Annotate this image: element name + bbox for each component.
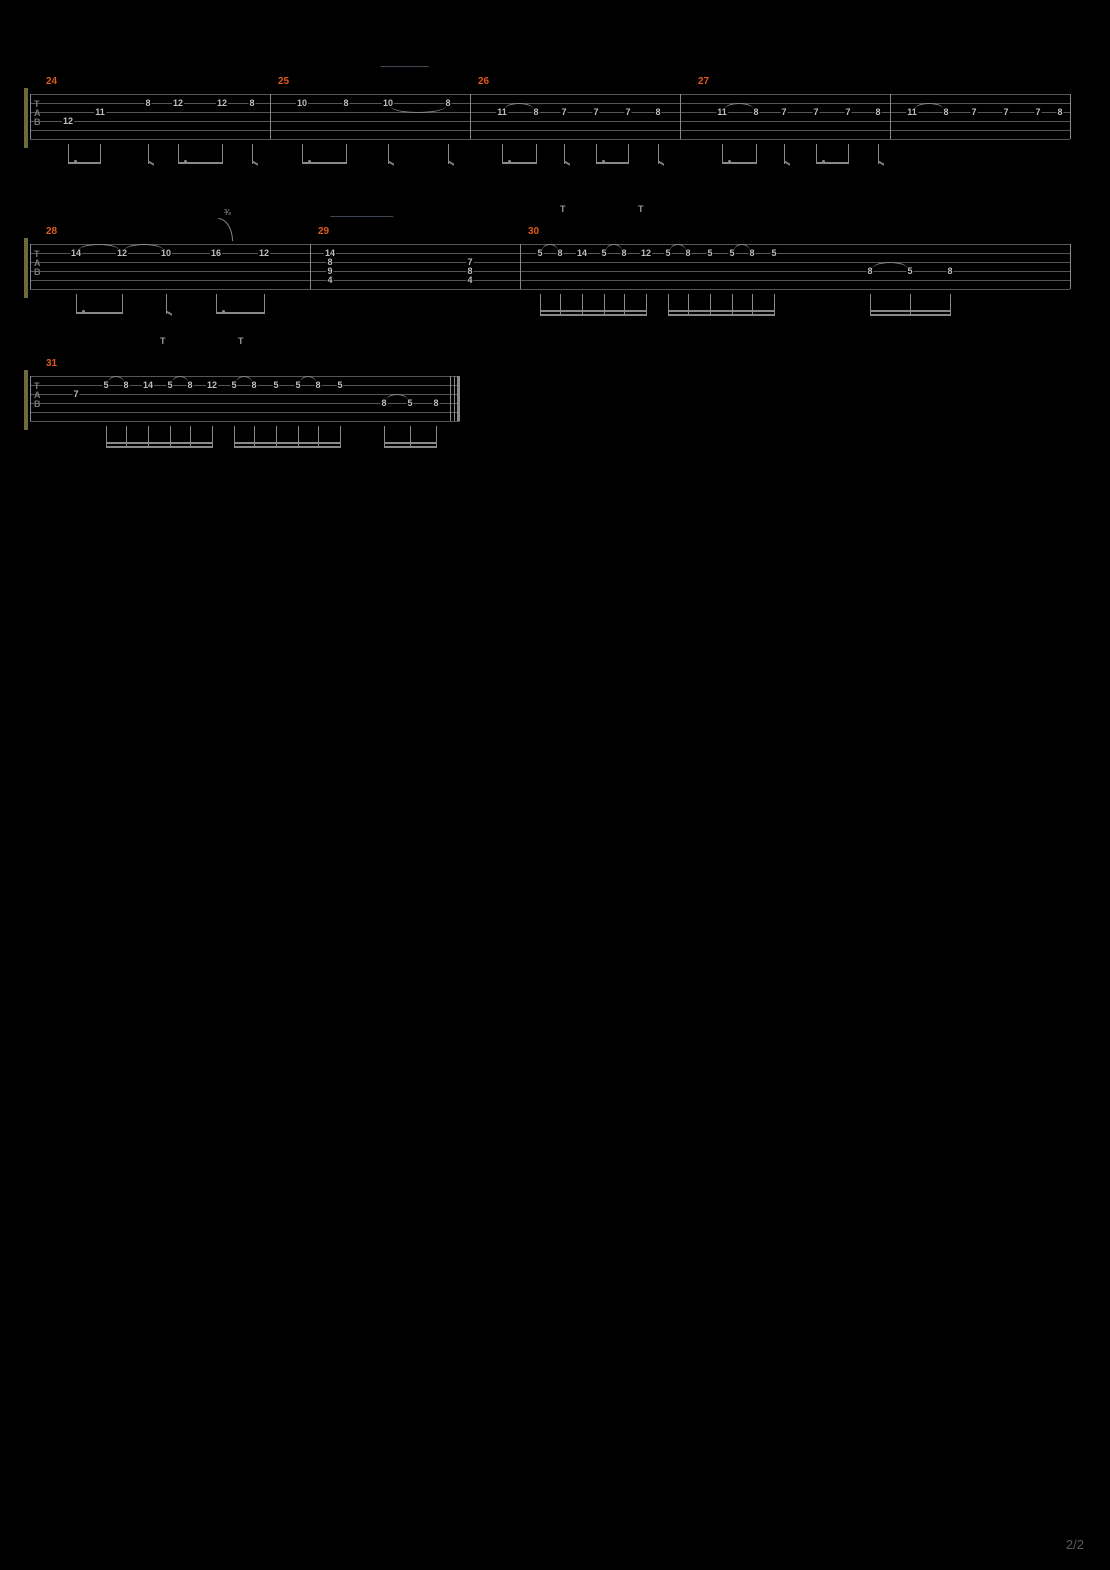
fret-number: 7	[624, 107, 631, 117]
barline	[30, 94, 31, 139]
tab-clef: TAB	[34, 382, 41, 409]
slur	[172, 376, 188, 383]
fret-number: 12	[206, 380, 218, 390]
fret-number: 8	[946, 266, 953, 276]
slur	[386, 394, 408, 401]
fret-number: 7	[780, 107, 787, 117]
slur	[236, 376, 252, 383]
tab-page: { "page": { "background_color": "#000000…	[0, 0, 1110, 1570]
slur	[124, 244, 164, 251]
fret-number: 8	[432, 398, 439, 408]
measure-number: 25	[278, 76, 289, 87]
fret-number: 8	[654, 107, 661, 117]
fret-number: 4	[466, 275, 473, 285]
fret-number: 11	[94, 107, 106, 117]
vibrato-mark: ~~~~~~~~~~	[380, 62, 428, 73]
page-number: 2/2	[1066, 1537, 1084, 1552]
slur	[300, 376, 316, 383]
tab-clef: TAB	[34, 100, 41, 127]
measure-number: 30	[528, 226, 539, 237]
fret-number: 7	[72, 389, 79, 399]
fret-number: 7	[812, 107, 819, 117]
slur	[504, 103, 534, 110]
slur	[606, 244, 622, 251]
measure-number: 28	[46, 226, 57, 237]
barline	[270, 94, 271, 139]
tab-clef: TAB	[34, 250, 41, 277]
barline	[30, 376, 31, 421]
slur	[108, 376, 124, 383]
fret-number: 8	[342, 98, 349, 108]
slur	[542, 244, 558, 251]
fret-number: 12	[172, 98, 184, 108]
barline	[1070, 244, 1071, 289]
bend-label: ¾	[224, 208, 231, 217]
tapping-label: T	[160, 336, 166, 346]
tapping-label: T	[638, 204, 644, 214]
fret-number: 7	[560, 107, 567, 117]
tapping-label: T	[238, 336, 244, 346]
fret-number: 10	[296, 98, 308, 108]
barline	[520, 244, 521, 289]
barline	[470, 94, 471, 139]
barline	[450, 376, 451, 421]
fret-number: 8	[874, 107, 881, 117]
slur	[734, 244, 750, 251]
fret-number: 5	[770, 248, 777, 258]
fret-number: 5	[272, 380, 279, 390]
fret-number: 12	[62, 116, 74, 126]
fret-number: 16	[210, 248, 222, 258]
fret-number: 7	[1034, 107, 1041, 117]
fret-number: 7	[592, 107, 599, 117]
barline	[1070, 94, 1071, 139]
fret-number: 4	[326, 275, 333, 285]
barline	[890, 94, 891, 139]
fret-number: 7	[1002, 107, 1009, 117]
tapping-label: T	[560, 204, 566, 214]
fret-number: 12	[640, 248, 652, 258]
fret-number: 5	[336, 380, 343, 390]
measure-number: 26	[478, 76, 489, 87]
fret-number: 8	[248, 98, 255, 108]
vibrato-mark: ~~~~~~~~~~~~~	[330, 212, 393, 223]
bend-arc	[218, 218, 233, 241]
fret-number: 14	[142, 380, 154, 390]
fret-number: 12	[258, 248, 270, 258]
barline	[680, 94, 681, 139]
fret-number: 8	[1056, 107, 1063, 117]
slur	[914, 103, 944, 110]
fret-number: 7	[970, 107, 977, 117]
slur	[872, 262, 908, 269]
measure-number: 27	[698, 76, 709, 87]
barline	[30, 244, 31, 289]
slur	[670, 244, 686, 251]
fret-number: 12	[216, 98, 228, 108]
fret-number: 5	[706, 248, 713, 258]
slur	[724, 103, 754, 110]
fret-number: 14	[576, 248, 588, 258]
measure-number: 29	[318, 226, 329, 237]
measure-number: 31	[46, 358, 57, 369]
fret-number: 7	[844, 107, 851, 117]
measure-number: 24	[46, 76, 57, 87]
barline	[310, 244, 311, 289]
slur	[78, 244, 120, 251]
fret-number: 8	[144, 98, 151, 108]
